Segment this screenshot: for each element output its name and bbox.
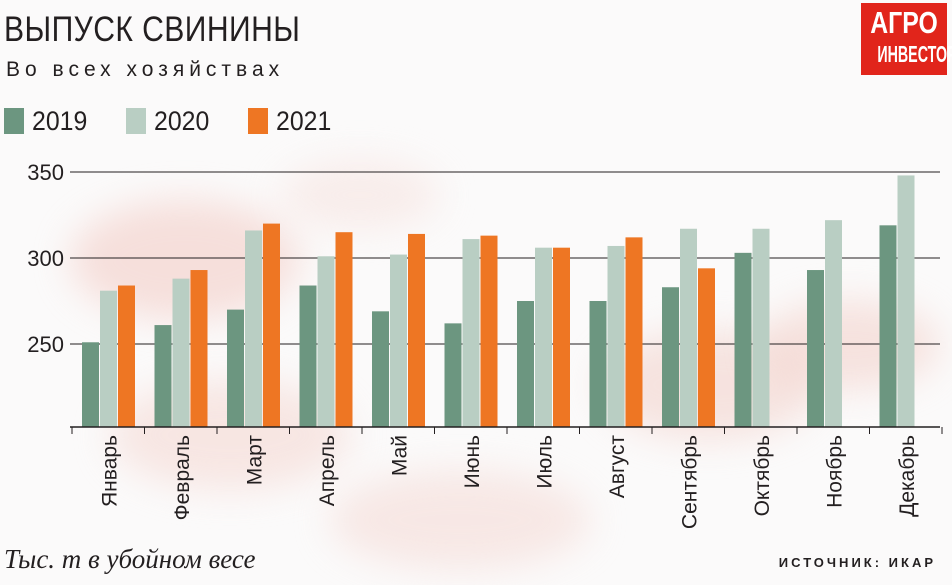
x-tick-label: Июнь xyxy=(461,435,484,488)
bar-2020 xyxy=(752,228,770,427)
x-tick-label: Январь xyxy=(98,435,121,507)
bar-2020 xyxy=(462,239,480,427)
bar-2019 xyxy=(734,252,752,427)
x-tick-label: Апрель xyxy=(316,435,339,506)
y-tick-label: 350 xyxy=(27,160,64,185)
legend-swatch-2019 xyxy=(4,108,24,134)
bar-2019 xyxy=(589,301,607,427)
x-tick-label: Октябрь xyxy=(751,435,774,516)
bar-2019 xyxy=(517,301,534,427)
bar-2020 xyxy=(535,247,552,427)
bar-2019 xyxy=(807,270,824,427)
bars xyxy=(82,175,915,427)
legend-swatch-2021 xyxy=(248,108,268,134)
bar-2020 xyxy=(172,278,190,427)
bar-2019 xyxy=(444,323,462,427)
bar-2021 xyxy=(625,237,643,427)
bar-2021 xyxy=(408,233,425,427)
bar-2020 xyxy=(680,228,697,427)
x-tick-label: Август xyxy=(606,435,629,499)
bar-2021 xyxy=(335,232,353,427)
bar-2019 xyxy=(879,225,897,427)
x-axis xyxy=(70,426,943,434)
bar-2020 xyxy=(390,254,407,427)
x-tick-label: Ноябрь xyxy=(823,435,846,508)
legend-swatch-2020 xyxy=(126,108,146,134)
unit-note: Тыс. т в убойном весе xyxy=(4,544,256,574)
bar-2021 xyxy=(118,285,135,427)
x-tick-label: Сентябрь xyxy=(678,435,701,529)
background-photo-blob xyxy=(330,470,590,570)
x-tick-label: Декабрь xyxy=(896,435,919,517)
logo-line-1: АГРО xyxy=(870,5,938,40)
y-axis-ticks: 250 300 350 xyxy=(27,160,64,357)
source-note: ИСТОЧНИК: ИКАР xyxy=(778,555,936,570)
legend-label-2020: 2020 xyxy=(154,106,210,136)
bar-2019 xyxy=(154,325,172,427)
bar-2021 xyxy=(480,235,498,427)
bar-2020 xyxy=(100,290,117,427)
bar-2020 xyxy=(825,220,842,427)
gridlines xyxy=(70,171,940,345)
x-tick-label: Февраль xyxy=(171,435,194,520)
bar-2019 xyxy=(372,311,389,427)
bar-2019 xyxy=(82,342,99,427)
chart-title: ВЫПУСК СВИНИНЫ xyxy=(4,10,301,49)
agroinvestor-logo: АГРО ИНВЕСТОР xyxy=(861,3,952,75)
x-tick-label: Июль xyxy=(533,435,556,489)
x-tick-label: Март xyxy=(243,435,266,486)
y-tick-label: 250 xyxy=(27,332,64,357)
bar-2021 xyxy=(553,247,570,427)
bar-2019 xyxy=(299,285,317,427)
legend-label-2021: 2021 xyxy=(276,106,332,136)
bar-2021 xyxy=(698,268,715,427)
x-tick-label: Май xyxy=(388,435,411,476)
bar-2019 xyxy=(227,309,244,427)
bar-2020 xyxy=(897,175,915,427)
bar-2020 xyxy=(607,245,625,427)
x-axis-labels: Январь Февраль Март Апрель Май Июнь Июль Август… xyxy=(98,435,919,529)
bar-2021 xyxy=(190,270,208,427)
chart-subtitle: Во всех хозяйствах xyxy=(6,58,285,81)
y-tick-label: 300 xyxy=(27,246,64,271)
bar-2021 xyxy=(263,223,280,427)
bar-2020 xyxy=(317,256,335,427)
bar-2019 xyxy=(662,287,679,427)
legend-label-2019: 2019 xyxy=(32,106,88,136)
bar-2020 xyxy=(245,230,262,427)
